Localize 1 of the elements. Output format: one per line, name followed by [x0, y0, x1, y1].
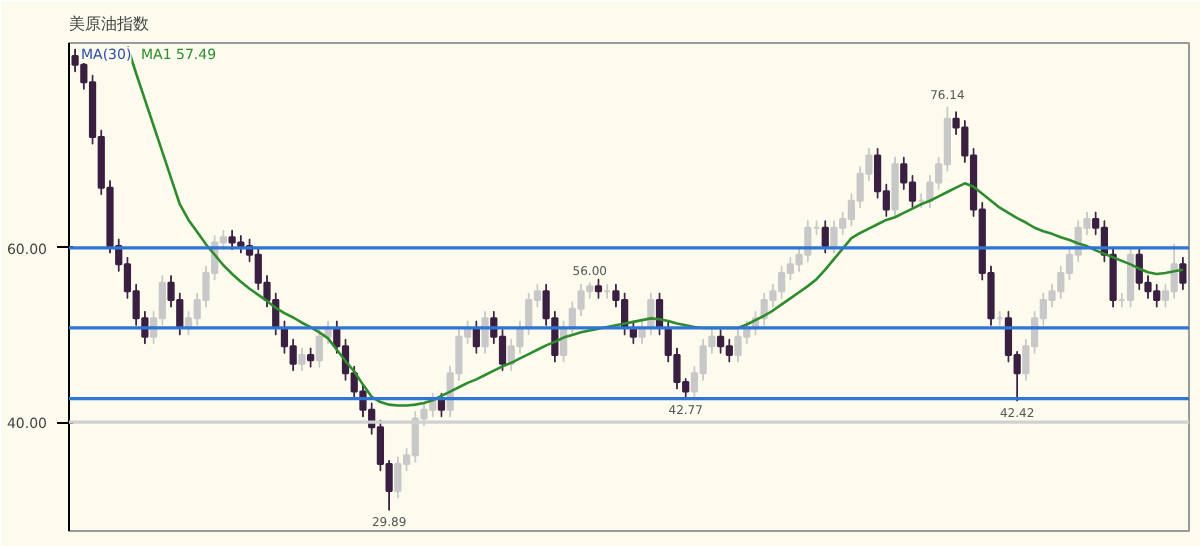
chart-title: 美原油指数 [69, 15, 149, 33]
